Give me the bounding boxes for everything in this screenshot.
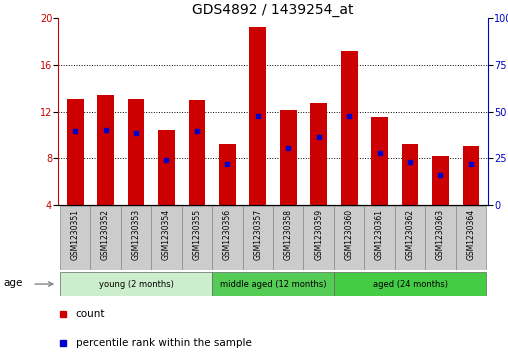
Text: age: age (3, 278, 22, 288)
Bar (280, 110, 297, 205)
Bar (60, 206, 90, 270)
Bar (97, 95, 114, 205)
Bar (402, 144, 419, 205)
Bar (249, 28, 266, 205)
Text: GSM1230357: GSM1230357 (253, 209, 262, 260)
Bar (310, 103, 327, 205)
Bar (273, 206, 303, 270)
Bar (128, 99, 144, 205)
Text: GSM1230356: GSM1230356 (223, 209, 232, 260)
Bar (371, 118, 388, 205)
Text: GSM1230362: GSM1230362 (405, 209, 415, 260)
Text: young (2 months): young (2 months) (99, 280, 174, 289)
Text: GSM1230352: GSM1230352 (101, 209, 110, 260)
Bar (456, 206, 486, 270)
Text: GSM1230363: GSM1230363 (436, 209, 445, 260)
Bar (364, 206, 395, 270)
Bar (151, 206, 182, 270)
Bar (90, 206, 121, 270)
Bar (395, 206, 425, 270)
Text: aged (24 months): aged (24 months) (372, 280, 448, 289)
Text: GSM1230361: GSM1230361 (375, 209, 384, 260)
Title: GDS4892 / 1439254_at: GDS4892 / 1439254_at (193, 3, 354, 17)
Bar (121, 206, 151, 270)
Text: GSM1230359: GSM1230359 (314, 209, 323, 260)
Bar (243, 206, 273, 270)
Text: middle aged (12 months): middle aged (12 months) (220, 280, 326, 289)
Bar (334, 206, 364, 270)
Text: GSM1230364: GSM1230364 (466, 209, 475, 260)
Text: GSM1230360: GSM1230360 (344, 209, 354, 260)
Bar (463, 146, 480, 205)
Bar (341, 51, 358, 205)
Bar (432, 156, 449, 205)
Bar (219, 144, 236, 205)
Text: GSM1230355: GSM1230355 (193, 209, 202, 260)
Text: GSM1230353: GSM1230353 (132, 209, 141, 260)
Text: GSM1230351: GSM1230351 (71, 209, 80, 260)
Bar (182, 206, 212, 270)
Bar (212, 272, 334, 296)
Text: count: count (76, 309, 105, 319)
Bar (334, 272, 486, 296)
Bar (67, 99, 83, 205)
Bar (60, 272, 212, 296)
Text: percentile rank within the sample: percentile rank within the sample (76, 338, 251, 348)
Bar (188, 100, 205, 205)
Bar (158, 130, 175, 205)
Bar (212, 206, 243, 270)
Text: GSM1230354: GSM1230354 (162, 209, 171, 260)
Text: GSM1230358: GSM1230358 (284, 209, 293, 260)
Bar (303, 206, 334, 270)
Bar (425, 206, 456, 270)
